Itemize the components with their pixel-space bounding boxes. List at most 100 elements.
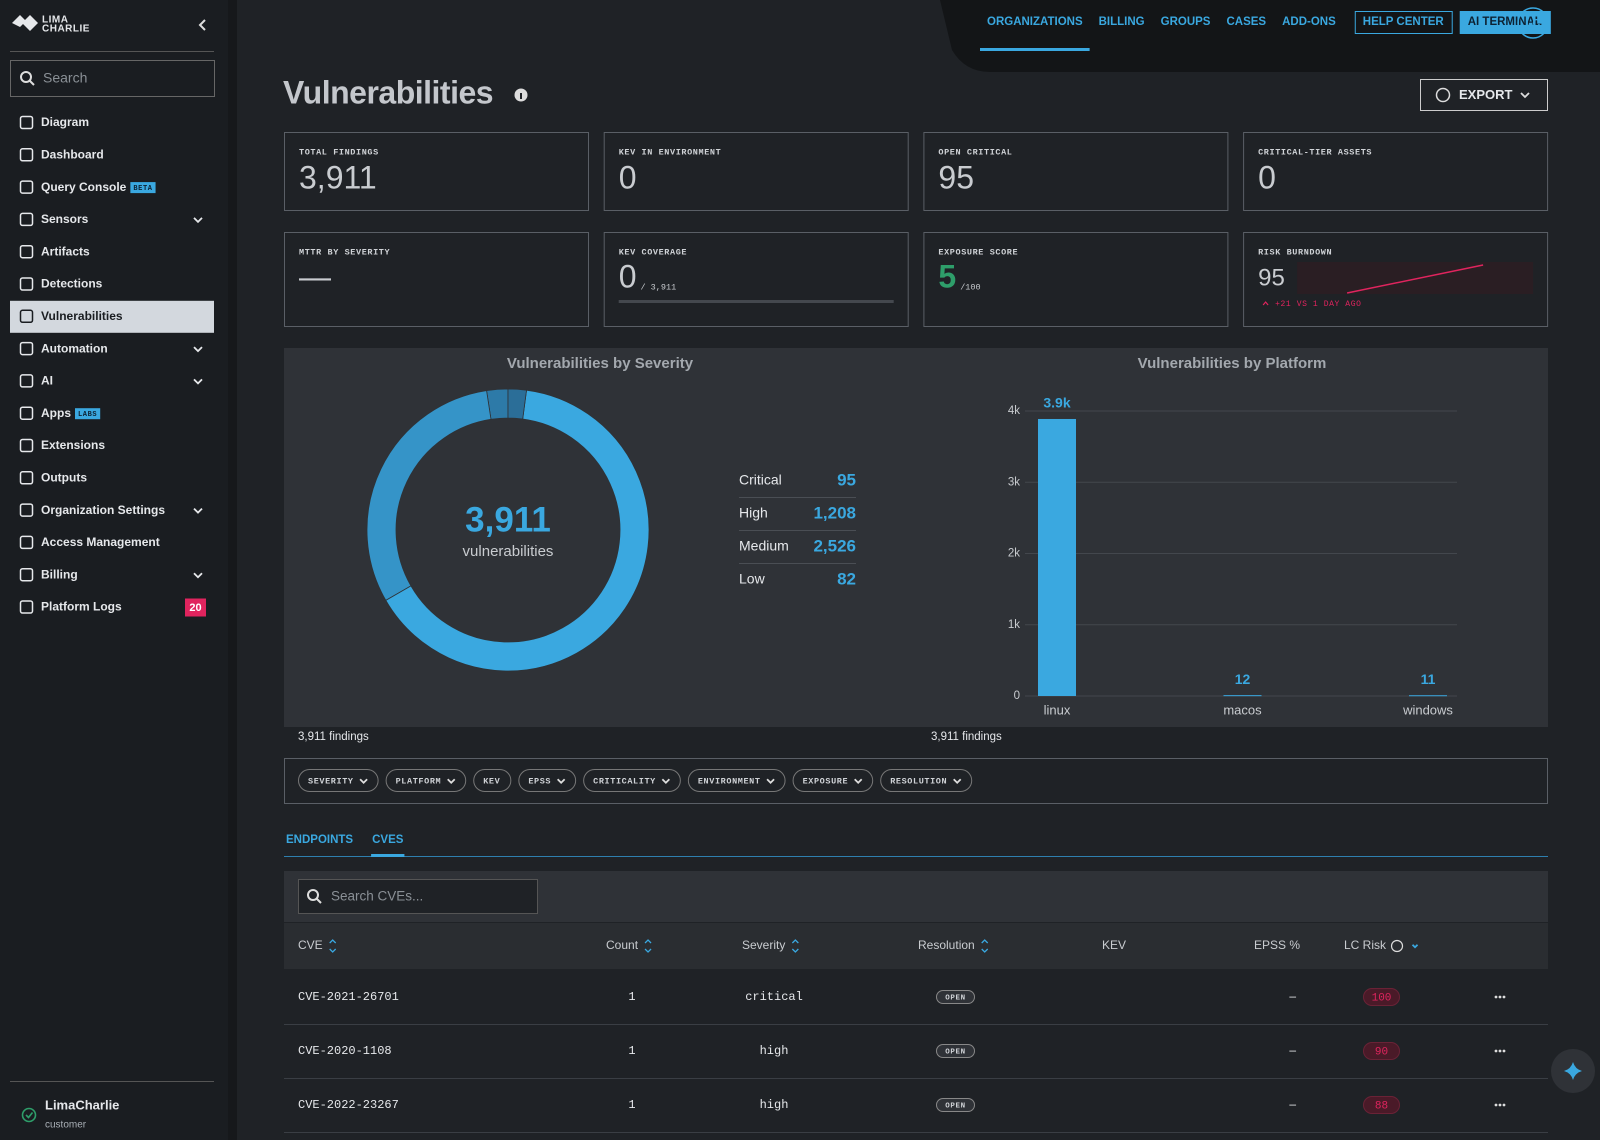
row-menu-dot[interactable] [1494,1103,1498,1107]
info-icon-mark [520,93,522,99]
nav-icon [19,115,34,130]
nav-count-background [185,598,206,617]
button-frame[interactable] [1459,11,1551,34]
button-frame[interactable] [1354,11,1453,34]
filter-pill-label[interactable]: ENVIRONMENT [698,776,761,786]
collapse-button[interactable] [198,19,206,31]
export-button[interactable] [1420,79,1548,111]
page-title: Vulnerabilities [283,74,493,110]
filter-pill[interactable] [385,769,467,792]
row-menu-dot[interactable] [1498,1103,1502,1107]
row-menu-dot[interactable] [1494,995,1498,999]
chevron-icon [1520,92,1530,99]
filter-pill[interactable] [298,769,379,792]
status-pill [936,1098,975,1112]
filter-pill[interactable] [583,769,681,792]
help-center-button[interactable]: HELP CENTER [1363,16,1445,28]
stat-suffix: /100 [960,282,980,292]
top-nav-link[interactable]: CASES [1226,16,1266,28]
nav-item[interactable]: Sensors [41,212,89,226]
nav-item[interactable]: Platform Logs [41,600,122,614]
nav-item[interactable]: Vulnerabilities [41,309,123,323]
column-header[interactable]: Count [606,938,639,952]
nav-item[interactable]: Apps [41,406,71,420]
column-header: EPSS % [1254,938,1300,952]
stat-card [923,232,1229,327]
user-name: LimaCharlie [45,1097,119,1112]
stat-value: 0 [619,258,637,294]
column-header[interactable]: CVE [298,938,323,952]
sort-icon [791,939,799,944]
column-header[interactable]: LC Risk [1344,938,1387,952]
column-header[interactable]: Severity [742,938,785,952]
row-menu-dot[interactable] [1498,1049,1502,1053]
column-header: KEV [1102,938,1126,952]
filter-pill[interactable] [518,769,577,792]
filter-pill[interactable] [687,769,786,792]
filter-pill-label[interactable]: KEV [483,776,500,786]
chevron-icon [193,507,203,514]
export-label: EXPORT [1459,87,1513,102]
stat-label: MTTR BY SEVERITY [299,247,391,257]
sort-icon [981,939,989,944]
row-menu-dot[interactable] [1502,995,1506,999]
nav-item[interactable]: Automation [41,341,108,355]
nav-item[interactable]: Access Management [41,535,160,549]
nav-item[interactable]: Outputs [41,470,87,484]
legend-value: 2,526 [813,536,856,555]
row-menu-dot[interactable] [1494,1049,1498,1053]
row-menu-dot[interactable] [1502,1049,1506,1053]
filter-pill-label[interactable]: PLATFORM [396,776,442,786]
cve-id[interactable]: CVE-2021-26701 [298,990,399,1004]
top-nav-link[interactable]: ORGANIZATIONS [987,16,1083,28]
nav-item[interactable]: Diagram [41,115,89,129]
stat-label: RISK BURNDOWN [1258,247,1332,257]
risk-pill [1363,1096,1400,1114]
user-role: customer [45,1120,87,1131]
top-nav-link[interactable]: GROUPS [1161,16,1211,28]
stat-card [1243,132,1549,211]
nav-item[interactable]: Billing [41,567,78,581]
cve-id[interactable]: CVE-2022-23267 [298,1098,399,1112]
search-icon [20,71,32,83]
nav-item[interactable]: Extensions [41,438,105,452]
stat-label: EXPOSURE SCORE [938,247,1018,257]
bar [1409,695,1447,697]
nav-item[interactable]: Artifacts [41,244,90,258]
filter-pill[interactable] [880,769,973,792]
top-nav-link[interactable]: BILLING [1099,16,1145,28]
nav-item[interactable]: Query Console [41,180,127,194]
filter-pill-label[interactable]: RESOLUTION [890,776,947,786]
coverage-track [618,300,894,303]
nav-item[interactable]: Dashboard [41,147,104,161]
row-menu-dot[interactable] [1502,1103,1506,1107]
filter-pill-label[interactable]: CRITICALITY [593,776,656,786]
tab[interactable]: ENDPOINTS [286,834,353,846]
column-header[interactable]: Resolution [918,938,975,952]
donut-segment [366,390,492,601]
nav-badge-background [130,182,156,194]
nav-item[interactable]: AI [41,374,53,388]
row-menu-dot[interactable] [1498,995,1502,999]
ai-terminal-button[interactable]: AI TERMINAL [1468,16,1542,28]
tab[interactable]: CVES [372,834,404,846]
filter-pill-label[interactable]: EXPOSURE [803,776,849,786]
search-placeholder: Search [43,70,87,86]
legend-value: 1,208 [813,503,856,522]
cve-search-input[interactable] [298,879,538,914]
top-nav-link[interactable]: ADD-ONS [1282,16,1336,28]
avatar[interactable] [1517,7,1549,39]
nav-item[interactable]: Detections [41,277,103,291]
donut-caption: vulnerabilities [463,543,554,560]
legend-value: 95 [837,470,856,489]
filter-pill-label[interactable]: SEVERITY [308,776,354,786]
sort-icon [329,948,337,953]
chevron-icon [447,778,456,785]
search-box[interactable] [10,60,215,97]
filter-pill[interactable] [473,769,512,792]
filter-pill[interactable] [792,769,874,792]
filter-pill-label[interactable]: EPSS [528,776,551,786]
cve-id[interactable]: CVE-2020-1108 [298,1044,392,1058]
nav-item[interactable]: Organization Settings [41,503,165,517]
stat-value: 95 [1258,264,1285,291]
